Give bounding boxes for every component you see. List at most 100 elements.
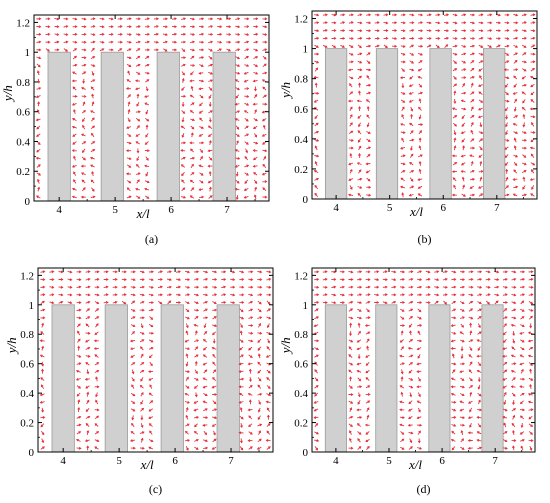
velocity-arrow — [513, 185, 519, 189]
velocity-arrow — [487, 44, 492, 48]
velocity-arrow — [502, 408, 508, 412]
velocity-arrow — [84, 439, 90, 443]
velocity-arrow — [339, 270, 345, 274]
velocity-arrow — [212, 438, 217, 443]
y-tick-label: 0.2 — [294, 418, 308, 430]
velocity-arrow — [180, 94, 187, 98]
velocity-arrow — [459, 278, 466, 282]
velocity-arrow — [145, 133, 149, 138]
velocity-arrow — [470, 170, 475, 173]
velocity-arrow — [199, 56, 205, 59]
velocity-arrow — [442, 293, 448, 297]
velocity-arrow — [207, 164, 213, 168]
velocity-arrow — [425, 293, 431, 297]
velocity-arrow — [172, 25, 178, 29]
velocity-arrow — [513, 83, 518, 88]
velocity-arrow — [253, 141, 259, 145]
velocity-arrow — [94, 308, 100, 312]
velocity-arrow — [40, 430, 45, 436]
velocity-arrow — [81, 110, 86, 114]
velocity-arrow — [194, 446, 199, 450]
velocity-arrow — [418, 145, 422, 151]
velocity-arrow — [212, 377, 217, 382]
building-bar — [428, 304, 451, 453]
velocity-arrow — [217, 25, 223, 29]
velocity-arrow — [257, 331, 263, 335]
velocity-arrow — [230, 301, 236, 305]
velocity-arrow — [511, 316, 517, 320]
velocity-arrow — [72, 17, 78, 21]
velocity-arrow — [314, 60, 320, 64]
velocity-arrow — [400, 185, 406, 189]
velocity-arrow — [90, 25, 96, 28]
velocity-arrow — [130, 316, 136, 320]
velocity-arrow — [266, 430, 271, 435]
velocity-arrow — [409, 122, 414, 127]
velocity-arrow — [136, 125, 140, 130]
velocity-arrow — [144, 102, 150, 106]
velocity-arrow — [94, 301, 100, 305]
velocity-arrow — [339, 278, 345, 282]
velocity-arrow — [357, 377, 362, 382]
velocity-arrow — [417, 76, 423, 79]
velocity-arrow — [494, 278, 500, 282]
velocity-arrow — [382, 293, 388, 297]
velocity-arrow — [194, 392, 198, 398]
velocity-arrow — [366, 345, 370, 351]
velocity-arrow — [469, 361, 473, 366]
velocity-arrow — [418, 83, 423, 88]
velocity-arrow — [452, 21, 458, 25]
velocity-arrow — [208, 117, 212, 123]
velocity-arrow — [453, 137, 457, 143]
velocity-arrow — [140, 353, 144, 359]
velocity-arrow — [366, 75, 370, 80]
velocity-arrow — [357, 130, 362, 135]
velocity-arrow — [85, 415, 91, 419]
velocity-arrow — [144, 95, 150, 98]
velocity-arrow — [478, 44, 484, 48]
velocity-arrow — [49, 285, 55, 289]
velocity-arrow — [193, 408, 199, 412]
velocity-arrow — [504, 60, 510, 64]
velocity-arrow — [314, 122, 319, 127]
velocity-arrow — [208, 139, 212, 145]
velocity-arrow — [108, 48, 114, 52]
velocity-arrow — [262, 149, 268, 153]
velocity-arrow — [226, 40, 232, 44]
velocity-arrow — [91, 101, 95, 107]
velocity-arrow — [208, 40, 214, 44]
velocity-arrow — [121, 293, 127, 297]
velocity-arrow — [212, 324, 218, 328]
panel-caption: (b) — [418, 232, 432, 246]
velocity-arrow — [434, 278, 440, 282]
velocity-arrow — [208, 63, 214, 67]
velocity-arrow — [399, 354, 405, 358]
velocity-arrow — [494, 293, 500, 297]
velocity-arrow — [477, 392, 482, 397]
velocity-arrow — [313, 401, 319, 404]
velocity-arrow — [434, 270, 440, 274]
velocity-arrow — [417, 308, 422, 313]
velocity-arrow — [40, 377, 45, 381]
velocity-arrow — [511, 422, 516, 428]
velocity-arrow — [81, 63, 87, 67]
velocity-arrow — [243, 110, 249, 114]
velocity-arrow — [348, 293, 354, 297]
velocity-arrow — [502, 377, 508, 381]
velocity-arrow — [130, 430, 135, 435]
velocity-arrow — [339, 293, 345, 297]
velocity-arrow — [502, 285, 508, 289]
velocity-arrow — [203, 416, 209, 420]
velocity-arrow — [417, 316, 422, 320]
velocity-arrow — [221, 300, 227, 304]
velocity-arrow — [130, 392, 136, 397]
velocity-arrow — [487, 13, 493, 17]
velocity-arrow — [477, 384, 481, 390]
velocity-arrow — [247, 439, 253, 443]
x-tick-label: 4 — [333, 202, 339, 214]
velocity-arrow — [86, 429, 90, 435]
velocity-arrow — [451, 400, 457, 404]
velocity-arrow — [248, 368, 252, 374]
velocity-arrow — [254, 133, 257, 138]
velocity-arrow — [190, 40, 196, 44]
